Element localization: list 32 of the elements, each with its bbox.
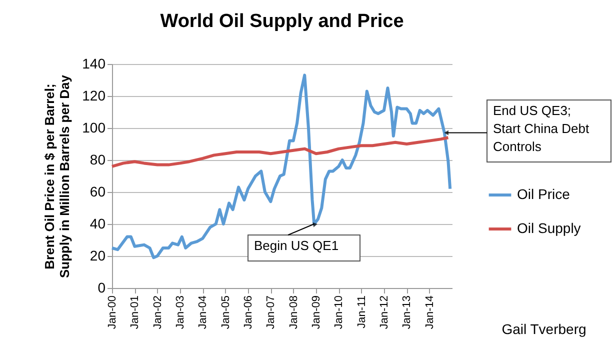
x-tick-label: Jan-06 (242, 296, 255, 330)
annotation: Begin US QE1 (254, 238, 339, 253)
y-tick-label: 80 (90, 152, 106, 168)
x-tick-label: Jan-10 (333, 296, 346, 330)
line-series (110, 74, 452, 260)
x-tick-label: Jan-03 (174, 296, 187, 330)
legend-label: Oil Supply (517, 220, 581, 236)
x-tick-label: Jan-12 (378, 296, 390, 330)
x-tick-label: Jan-00 (106, 296, 118, 330)
y-tick-label: 100 (82, 120, 106, 136)
x-tick-label: Jan-14 (424, 296, 436, 330)
y-tick-label: 120 (82, 88, 106, 104)
y-tick-label: 0 (98, 280, 106, 296)
x-tick-label: Jan-07 (265, 296, 278, 330)
x-tick-label: Jan-09 (310, 296, 323, 330)
x-tick-label: Jan-13 (401, 296, 414, 330)
chart-title: World Oil Supply and Price (160, 11, 404, 32)
y-tick-label: 40 (90, 216, 106, 232)
text: Gail Tverberg (502, 321, 586, 337)
y-tick-label: 60 (90, 184, 106, 200)
x-tick-label: Jan-05 (220, 296, 232, 330)
x-tick-label: Jan-08 (288, 296, 300, 330)
legend-label: Oil Price (517, 186, 570, 202)
y-tick-label: 140 (82, 56, 106, 72)
y-axis-title: Brent Oil Price in $ per Barrel; Supply in Million Barrels per Day (42, 74, 72, 278)
x-tick-label: Jan-01 (129, 296, 142, 330)
x-tick-label: Jan-11 (356, 296, 368, 328)
x-tick-label: Jan-04 (197, 296, 210, 330)
line-series (110, 136, 450, 168)
x-tick-label: Jan-02 (152, 296, 164, 330)
annotation: End US QE3; Start China Debt Controls (493, 103, 590, 154)
y-tick-label: 20 (90, 248, 106, 264)
